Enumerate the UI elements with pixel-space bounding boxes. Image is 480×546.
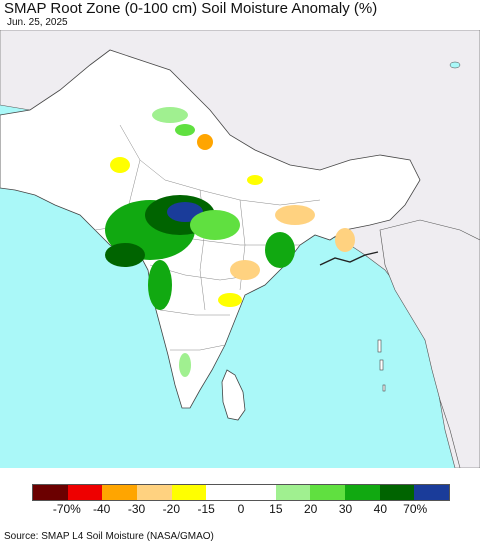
legend-tick-label: 70%	[403, 502, 428, 516]
source-note: Source: SMAP L4 Soil Moisture (NASA/GMAO…	[4, 531, 214, 542]
legend-tick-label: 15	[269, 502, 283, 516]
legend-swatch	[241, 485, 276, 500]
southeast-asia-land	[379, 219, 480, 468]
anomaly-patches	[105, 107, 355, 377]
dry-patch-punjab	[110, 157, 130, 173]
moist-patch-punjab	[152, 107, 188, 123]
legend-swatch	[414, 485, 450, 500]
legend-swatch	[33, 485, 68, 500]
legend-tick-label: -20	[162, 502, 180, 516]
legend-swatch	[310, 485, 346, 500]
legend-swatch	[206, 485, 242, 500]
legend-tick-label: -15	[197, 502, 215, 516]
legend-tick-label: -40	[92, 502, 111, 516]
wet-patch-central	[265, 232, 295, 268]
dry-patch-uttar	[247, 175, 263, 185]
dry-patch-bihar	[275, 205, 315, 225]
soil-moisture-map	[0, 30, 480, 468]
legend-swatch	[379, 485, 415, 500]
legend-tick-label: 0	[237, 502, 245, 516]
legend-tick-label: 20	[303, 502, 318, 516]
legend-tick-label: -70%	[52, 502, 81, 516]
legend-swatch	[137, 485, 172, 500]
legend-swatch	[171, 485, 207, 500]
dry-patch-hp	[197, 134, 213, 150]
legend-swatch	[275, 485, 311, 500]
legend	[32, 484, 450, 501]
dry-patch-andhra	[218, 293, 242, 307]
legend-tick-label: -30	[127, 502, 146, 516]
lake	[449, 61, 461, 69]
sri-lanka	[221, 369, 246, 421]
legend-swatch	[102, 485, 138, 500]
andaman-islands	[377, 339, 386, 392]
wet-patch-coast	[148, 260, 172, 310]
map-date: Jun. 25, 2025	[7, 17, 68, 28]
wet-patch-west	[105, 243, 145, 267]
moist-patch-kashmir	[175, 124, 195, 136]
moist-patch-kerala	[179, 353, 191, 377]
dry-patch-odisha	[230, 260, 260, 280]
delta-coast	[319, 251, 379, 266]
wet-patch-mp	[190, 210, 240, 240]
legend-tick-label: 30	[338, 502, 353, 516]
map-title: SMAP Root Zone (0-100 cm) Soil Moisture …	[4, 0, 378, 17]
legend-colorbar	[32, 484, 450, 501]
legend-swatch	[67, 485, 103, 500]
legend-tick-label: 40	[373, 502, 388, 516]
legend-swatch	[345, 485, 380, 500]
dry-patch-bengal	[335, 228, 355, 252]
